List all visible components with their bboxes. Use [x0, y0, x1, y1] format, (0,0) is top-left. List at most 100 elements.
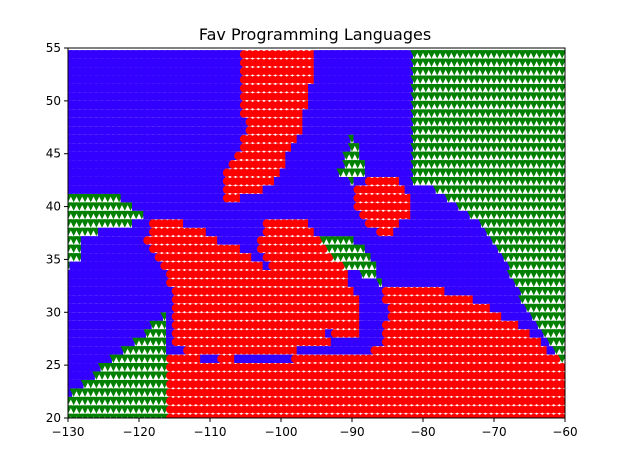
data-point-green: [484, 67, 493, 76]
data-point-blue: [433, 261, 442, 270]
data-point-blue: [302, 193, 311, 203]
data-point-blue: [296, 168, 306, 177]
data-point-green: [438, 160, 448, 169]
data-point-green: [518, 58, 527, 67]
data-point-blue: [285, 160, 294, 169]
data-point-blue: [143, 50, 152, 59]
data-point-blue: [381, 160, 391, 169]
data-point-blue: [342, 109, 351, 118]
data-point-blue: [353, 236, 362, 245]
data-point-green: [86, 210, 95, 220]
data-point-blue: [308, 83, 317, 93]
data-point-blue: [427, 236, 436, 245]
data-point-blue: [97, 67, 107, 76]
data-point-blue: [69, 329, 78, 338]
data-point-green: [472, 92, 482, 101]
data-point-green: [137, 354, 147, 363]
data-point-green: [495, 50, 504, 59]
data-point-blue: [131, 92, 141, 101]
data-point-blue: [302, 210, 311, 220]
data-point-green: [495, 185, 504, 194]
data-point-green: [506, 83, 516, 93]
data-point-green: [540, 227, 550, 237]
data-point-blue: [126, 58, 135, 67]
data-point-blue: [126, 337, 135, 347]
data-point-blue: [364, 109, 374, 118]
data-point-blue: [120, 253, 129, 262]
data-point-blue: [319, 126, 328, 135]
data-point-blue: [137, 92, 147, 101]
data-point-blue: [154, 278, 164, 287]
data-point-blue: [120, 193, 129, 203]
data-point-green: [506, 261, 516, 270]
data-point-blue: [239, 202, 249, 211]
data-point-green: [92, 379, 101, 389]
data-point-green: [438, 67, 448, 76]
data-point-blue: [512, 312, 521, 321]
data-point-blue: [160, 126, 169, 135]
data-point-green: [415, 92, 425, 101]
data-point-blue: [109, 75, 118, 84]
data-point-green: [495, 134, 504, 144]
data-point-green: [535, 100, 544, 110]
data-point-blue: [160, 270, 169, 279]
data-point-blue: [137, 312, 147, 321]
data-point-green: [523, 151, 533, 161]
data-point-green: [467, 151, 476, 161]
data-point-blue: [540, 337, 550, 347]
data-point-green: [535, 219, 544, 228]
x-tick-label: −130: [52, 425, 85, 439]
data-point-blue: [313, 109, 323, 118]
data-point-blue: [194, 92, 203, 101]
data-point-blue: [472, 219, 482, 228]
data-point-blue: [433, 236, 442, 245]
data-point-green: [444, 50, 453, 59]
data-point-blue: [80, 312, 90, 321]
data-point-blue: [75, 126, 84, 135]
data-point-green: [455, 67, 465, 76]
data-point-blue: [205, 151, 215, 161]
data-point-green: [557, 227, 565, 237]
data-point-blue: [239, 227, 249, 237]
data-point-green: [557, 160, 565, 169]
data-point-blue: [149, 109, 158, 118]
data-point-blue: [103, 160, 112, 169]
data-point-green: [552, 244, 561, 254]
data-point-blue: [393, 278, 402, 287]
data-point-green: [557, 177, 565, 186]
data-point-green: [529, 92, 538, 101]
data-point-green: [478, 193, 487, 203]
data-point-blue: [171, 177, 181, 186]
data-point-blue: [97, 177, 107, 186]
data-point-blue: [325, 143, 334, 152]
data-point-blue: [188, 160, 198, 169]
data-point-blue: [342, 92, 351, 101]
data-point-blue: [211, 83, 220, 93]
data-point-green: [120, 371, 129, 380]
data-point-blue: [194, 58, 203, 67]
data-point-blue: [149, 253, 158, 262]
data-point-blue: [171, 126, 181, 135]
data-point-blue: [222, 202, 232, 211]
data-point-green: [421, 117, 431, 127]
data-point-blue: [149, 160, 158, 169]
data-point-blue: [370, 75, 379, 84]
data-point-green: [501, 134, 510, 144]
data-point-blue: [228, 92, 237, 101]
data-point-blue: [137, 202, 147, 211]
data-point-blue: [364, 100, 374, 110]
data-point-blue: [92, 236, 101, 245]
data-point-blue: [376, 329, 385, 338]
data-point-blue: [109, 329, 118, 338]
data-point-blue: [200, 83, 209, 93]
data-point-blue: [359, 177, 368, 186]
data-point-blue: [364, 58, 374, 67]
data-point-blue: [109, 143, 118, 152]
data-point-green: [501, 160, 510, 169]
data-point-green: [415, 177, 425, 186]
data-point-green: [415, 151, 425, 161]
data-point-blue: [398, 109, 408, 118]
data-point-blue: [205, 193, 215, 203]
data-point-blue: [381, 50, 391, 59]
data-point-blue: [114, 117, 124, 127]
